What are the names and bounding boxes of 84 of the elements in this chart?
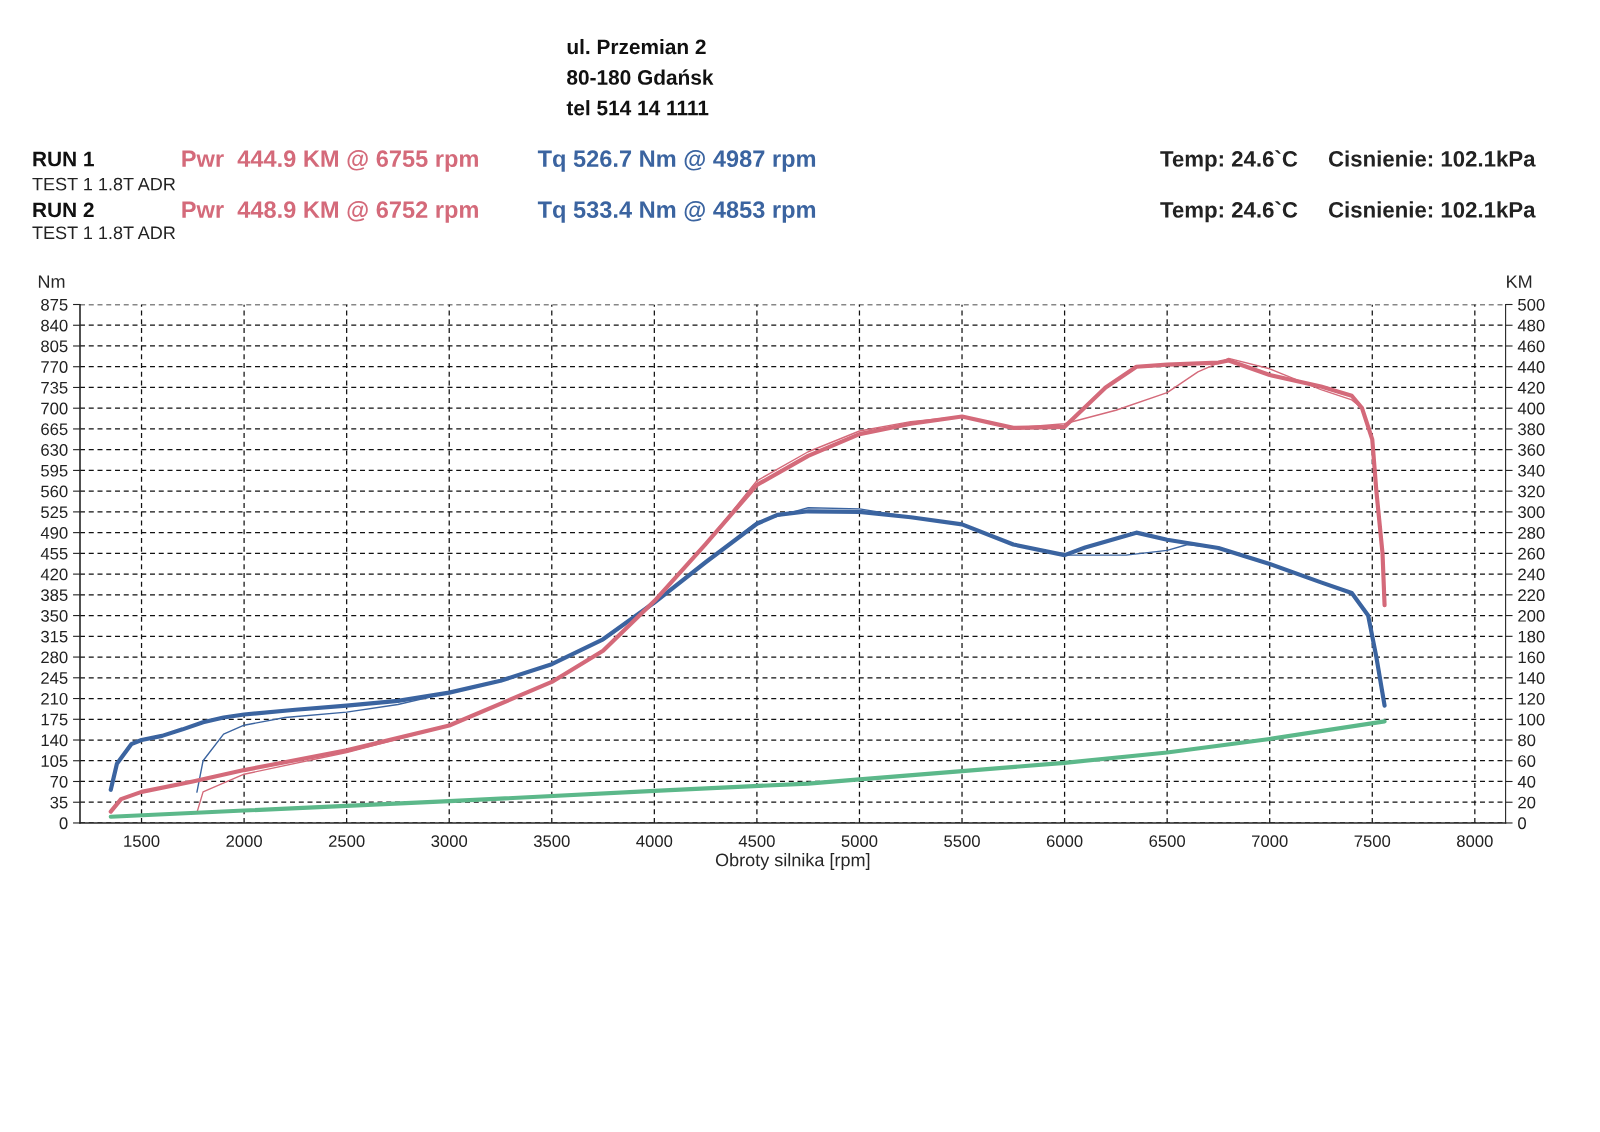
y-tick-label: 455 bbox=[40, 547, 68, 560]
text: Tq 533.4 Nm @ 4853 rpm bbox=[537, 201, 816, 223]
y-tick-label: 420 bbox=[40, 568, 68, 581]
text: Pwr 448.9 KM @ 6752 rpm bbox=[182, 201, 478, 223]
y2-tick-label: 80 bbox=[1518, 734, 1536, 747]
y2-tick-label: 120 bbox=[1518, 692, 1545, 705]
y2-tick-label: 140 bbox=[1518, 672, 1545, 684]
y2-tick-label: 280 bbox=[1518, 527, 1545, 539]
x-tick-label: 3500 bbox=[533, 835, 570, 848]
y2-tick-label: 400 bbox=[1517, 402, 1545, 415]
y-tick-label: 315 bbox=[41, 630, 68, 643]
text: ul. Przemian 2 bbox=[567, 38, 706, 55]
y-tick-label: 875 bbox=[41, 298, 68, 311]
text: RUN 2 bbox=[33, 202, 94, 218]
x-tick-label: 5500 bbox=[944, 835, 980, 848]
y2-tick-label: 200 bbox=[1518, 609, 1545, 622]
text: Cisnienie: 102.1kPa bbox=[1328, 201, 1536, 218]
y-tick-label: 280 bbox=[41, 651, 68, 664]
y-tick-label: 700 bbox=[41, 402, 68, 415]
y2-tick-label: 360 bbox=[1518, 444, 1545, 456]
y2-tick-label: 160 bbox=[1518, 651, 1545, 664]
y-tick-label: 630 bbox=[41, 444, 68, 456]
text: Pwr 444.9 KM @ 6755 rpm bbox=[182, 150, 478, 172]
y-tick-label: 0 bbox=[59, 817, 68, 830]
x-axis-title: Obroty silnika [rpm] bbox=[715, 853, 870, 870]
y-tick-label: 770 bbox=[41, 361, 68, 373]
y-tick-label: 35 bbox=[50, 796, 68, 809]
x-tick-label: 4000 bbox=[636, 835, 673, 848]
x-tick-label: 7000 bbox=[1252, 835, 1288, 848]
y-tick-label: 175 bbox=[41, 713, 68, 726]
x-tick-label: 8000 bbox=[1457, 835, 1493, 848]
y-tick-label: 595 bbox=[41, 464, 68, 477]
y2-tick-label: 420 bbox=[1517, 381, 1545, 394]
x-tick-label: 5000 bbox=[841, 835, 878, 848]
text: Cisnienie: 102.1kPa bbox=[1328, 150, 1536, 167]
y-tick-label: 525 bbox=[41, 506, 68, 519]
y2-tick-label: 300 bbox=[1518, 506, 1545, 519]
y2-tick-label: 340 bbox=[1518, 464, 1545, 477]
text: RUN 1 bbox=[33, 151, 94, 167]
y2-tick-label: 180 bbox=[1518, 630, 1545, 643]
text: 80-180 Gdańsk bbox=[567, 69, 714, 85]
y-tick-label: 560 bbox=[41, 485, 68, 498]
y-tick-label: 805 bbox=[41, 340, 68, 353]
y2-tick-label: 460 bbox=[1517, 340, 1545, 353]
y2-tick-label: 480 bbox=[1517, 319, 1545, 332]
y-tick-label: 840 bbox=[41, 319, 68, 332]
x-tick-label: 1500 bbox=[124, 835, 160, 848]
y2-tick-label: 240 bbox=[1518, 568, 1545, 581]
x-tick-label: 6000 bbox=[1046, 835, 1083, 848]
y-tick-label: 735 bbox=[41, 381, 68, 394]
y2-tick-label: 40 bbox=[1517, 775, 1536, 788]
text: Temp: 24.6`C bbox=[1160, 201, 1298, 223]
y-tick-label: 105 bbox=[41, 755, 68, 767]
y-tick-label: 140 bbox=[41, 734, 68, 747]
x-tick-label: 6500 bbox=[1149, 835, 1186, 848]
y-tick-label: 665 bbox=[41, 423, 68, 436]
y2-tick-label: 440 bbox=[1517, 361, 1545, 373]
x-tick-label: 7500 bbox=[1354, 835, 1391, 848]
y-axis-title: Nm bbox=[38, 275, 65, 288]
y-tick-label: 210 bbox=[41, 692, 68, 705]
y2-axis-title: KM bbox=[1507, 275, 1532, 288]
text: Temp: 24.6`C bbox=[1160, 150, 1298, 172]
text: TEST 1 1.8T ADR bbox=[32, 177, 176, 191]
text: Tq 526.7 Nm @ 4987 rpm bbox=[537, 150, 816, 172]
y2-tick-label: 320 bbox=[1518, 485, 1545, 498]
x-tick-label: 2500 bbox=[328, 835, 365, 848]
x-tick-label: 4500 bbox=[738, 835, 775, 848]
y2-tick-label: 60 bbox=[1518, 755, 1536, 767]
y2-tick-label: 100 bbox=[1518, 713, 1545, 726]
x-tick-label: 3000 bbox=[431, 835, 468, 848]
y-tick-label: 385 bbox=[41, 589, 68, 602]
y2-tick-label: 380 bbox=[1518, 423, 1545, 436]
y-tick-label: 490 bbox=[40, 527, 68, 539]
y-tick-label: 70 bbox=[50, 775, 68, 788]
x-tick-label: 2000 bbox=[226, 835, 262, 848]
y2-tick-label: 0 bbox=[1518, 817, 1527, 830]
y2-tick-label: 220 bbox=[1518, 589, 1545, 602]
y-tick-label: 350 bbox=[41, 609, 68, 622]
y2-tick-label: 260 bbox=[1518, 547, 1545, 560]
y2-tick-label: 20 bbox=[1518, 796, 1536, 809]
y-tick-label: 245 bbox=[41, 672, 68, 684]
text: TEST 1 1.8T ADR bbox=[32, 226, 176, 240]
y2-tick-label: 500 bbox=[1518, 298, 1545, 311]
text: tel 514 14 1111 bbox=[566, 100, 709, 116]
